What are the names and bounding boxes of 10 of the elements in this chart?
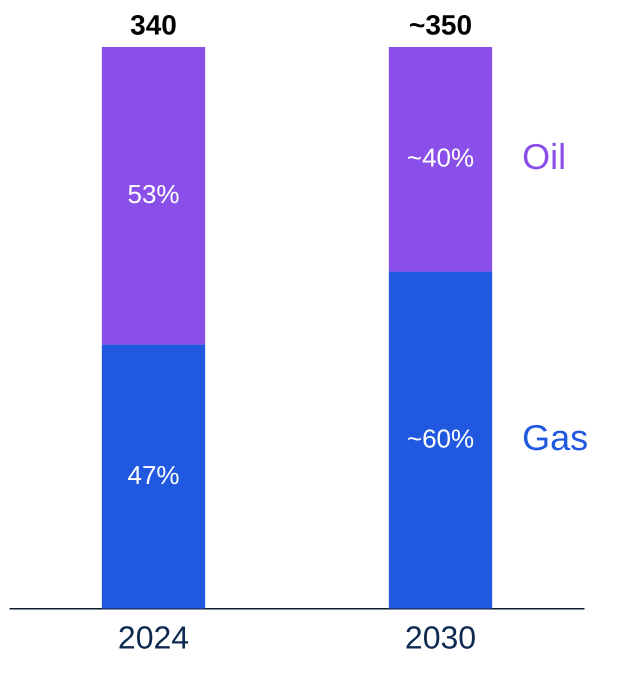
data-label: 53% bbox=[127, 178, 180, 209]
data-label: ~60% bbox=[406, 423, 474, 454]
data-label: 47% bbox=[127, 460, 180, 490]
text: 340 bbox=[130, 10, 177, 41]
x-tick-label: 2030 bbox=[404, 620, 476, 656]
text: ~350 bbox=[408, 10, 472, 41]
series-label: Gas bbox=[522, 417, 588, 458]
x-tick-label: 2024 bbox=[118, 620, 190, 656]
series-label: Oil bbox=[522, 136, 566, 178]
data-label: ~40% bbox=[406, 142, 474, 172]
